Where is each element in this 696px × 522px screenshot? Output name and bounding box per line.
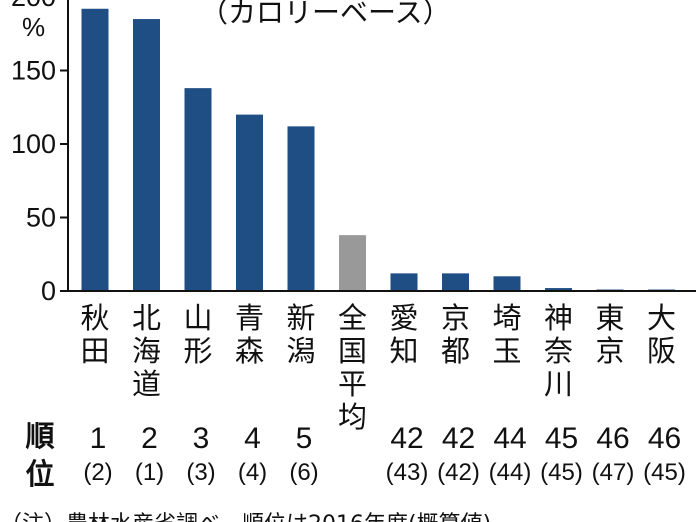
- y-axis-unit: %: [22, 12, 45, 42]
- rank-value: 42: [390, 422, 423, 455]
- category-label: 東京: [595, 301, 624, 368]
- category-label: 埼玉: [492, 301, 521, 368]
- y-tick-label: 200: [11, 0, 56, 12]
- bars: [81, 8, 675, 292]
- previous-rank-value: (3): [186, 459, 215, 486]
- previous-rank-value: (42): [437, 459, 480, 486]
- rank-value: 46: [648, 422, 681, 455]
- bar: [390, 273, 418, 291]
- rank-value: 42: [442, 422, 475, 455]
- rank-value: 1: [90, 422, 107, 455]
- previous-rank-value: (2): [83, 459, 112, 486]
- bar: [236, 114, 263, 291]
- bar: [442, 273, 469, 291]
- category-label: 秋田: [80, 301, 109, 368]
- bar: [339, 235, 366, 291]
- previous-rank-value: (44): [489, 459, 532, 486]
- previous-rank-value: (45): [643, 459, 686, 486]
- category-label: 愛知: [389, 301, 418, 368]
- bar: [81, 8, 109, 291]
- previous-rank-value: (1): [135, 459, 164, 486]
- source-note: （注）農林水産省調べ。順位は2016年度(概算値): [0, 512, 491, 522]
- previous-rank-value: (43): [386, 459, 429, 486]
- previous-rank-value: (4): [238, 459, 267, 486]
- previous-rank-values: (2) (1) (3) (4) (6) (43) (42) (44) (45) (47) (45): [83, 459, 686, 486]
- rank-value: 3: [193, 422, 210, 455]
- y-axis-ticks: 200 150 100 50 0: [11, 0, 68, 306]
- category-label: 北海道: [132, 301, 161, 401]
- y-tick-label: 0: [41, 276, 56, 306]
- rank-value: 44: [493, 422, 526, 455]
- bar: [545, 288, 572, 291]
- chart-subtitle: （カロリーベース）: [200, 0, 451, 29]
- y-tick-label: 50: [26, 203, 56, 233]
- category-label: 京都: [441, 301, 470, 368]
- rank-value: 5: [296, 422, 313, 455]
- bar: [133, 19, 160, 292]
- previous-rank-value: (45): [540, 459, 583, 486]
- bar: [287, 126, 315, 291]
- category-label: 大阪: [647, 301, 676, 368]
- category-label: 新潟: [286, 301, 315, 368]
- rank-header: 順位: [25, 419, 55, 491]
- category-label: 山形: [183, 301, 212, 368]
- category-label: 神奈川: [544, 301, 573, 401]
- category-label: 全国平均: [338, 301, 367, 434]
- rank-value: 45: [545, 422, 578, 455]
- y-tick-label: 100: [11, 129, 56, 159]
- rank-value: 2: [141, 422, 158, 455]
- rank-values: 1 2 3 4 5 42 42 44 45 46 46: [90, 422, 682, 455]
- rank-value: 46: [596, 422, 629, 455]
- category-label: 青森: [235, 301, 264, 368]
- bar: [184, 88, 212, 291]
- previous-rank-value: (6): [289, 459, 318, 486]
- rank-label: 順位: [25, 419, 55, 491]
- y-tick-label: 150: [11, 56, 56, 86]
- previous-rank-value: (47): [592, 459, 635, 486]
- bar: [493, 276, 521, 291]
- rank-value: 4: [244, 422, 261, 455]
